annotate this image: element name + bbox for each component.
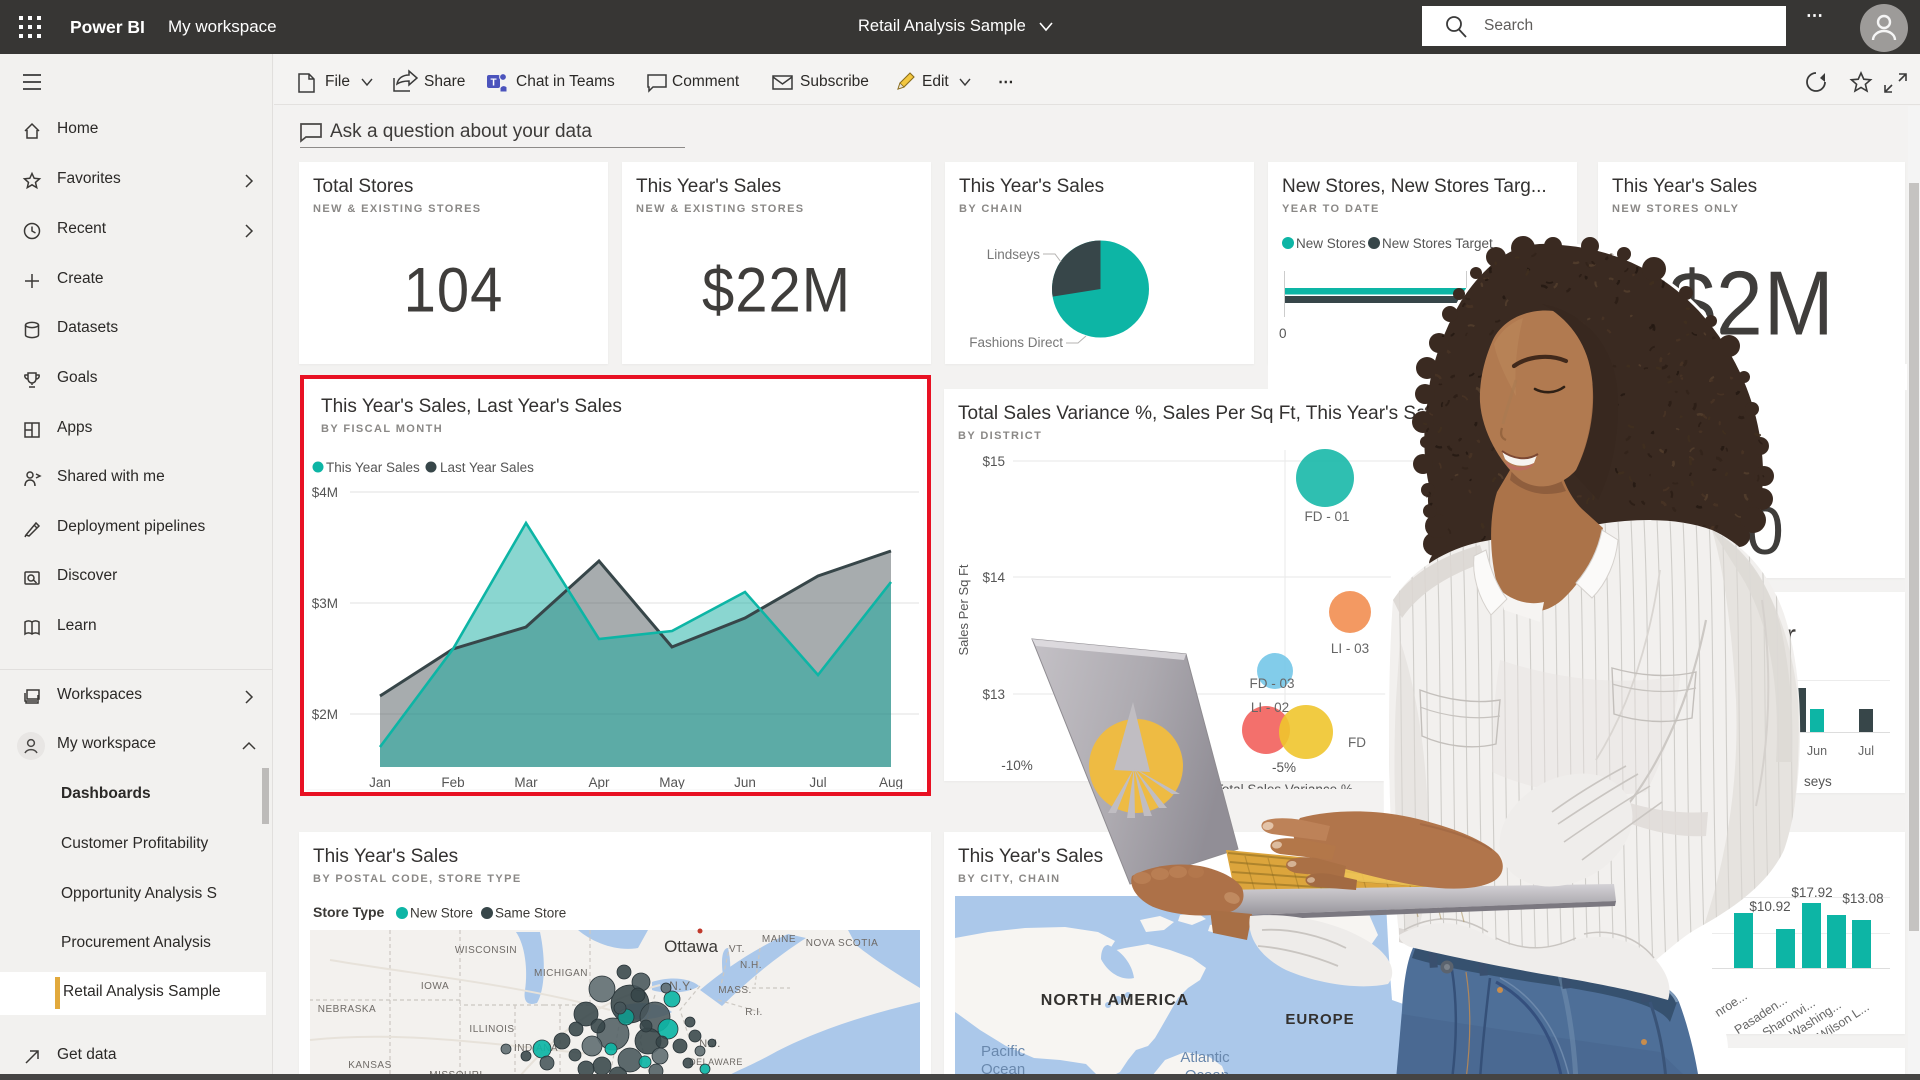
svg-text:$13: $13 <box>982 687 1005 702</box>
svg-text:MAINE: MAINE <box>762 934 796 945</box>
svg-text:N.H.: N.H. <box>740 960 762 971</box>
svg-text:VT.: VT. <box>729 944 745 955</box>
svg-text:Jul: Jul <box>1858 744 1874 758</box>
svg-text:MASS.: MASS. <box>718 985 752 996</box>
svg-text:$10.92: $10.92 <box>1749 899 1790 914</box>
svg-text:DELAWARE: DELAWARE <box>689 1057 743 1067</box>
svg-text:T: T <box>490 78 496 89</box>
svg-text:Fashions Direct: Fashions Direct <box>969 335 1063 350</box>
svg-text:$2M: $2M <box>312 707 338 722</box>
svg-text:0: 0 <box>1279 326 1287 341</box>
svg-text:Total Sales Variance %: Total Sales Variance % <box>1215 782 1353 789</box>
svg-text:Jan: Jan <box>369 775 391 789</box>
svg-text:$4M: $4M <box>312 485 338 500</box>
svg-text:ILLINOIS: ILLINOIS <box>469 1024 514 1035</box>
svg-text:r: r <box>1786 619 1796 652</box>
svg-text:IOWA: IOWA <box>421 981 449 992</box>
svg-text:Apr: Apr <box>588 775 610 789</box>
svg-text:-10%: -10% <box>1001 758 1033 773</box>
svg-text:-5%: -5% <box>1272 760 1296 775</box>
svg-text:Pacific: Pacific <box>981 1043 1026 1060</box>
svg-text:FD - 03: FD - 03 <box>1249 676 1294 691</box>
svg-text:WISCONSIN: WISCONSIN <box>455 945 517 956</box>
svg-text:Last Year Sales: Last Year Sales <box>440 460 534 475</box>
svg-text:Mar: Mar <box>514 775 538 789</box>
svg-text:New Stores Target: New Stores Target <box>1382 236 1493 251</box>
svg-text:Jun: Jun <box>734 775 756 789</box>
svg-text:NORTH AMERICA: NORTH AMERICA <box>1041 992 1189 1009</box>
svg-text:KANSAS: KANSAS <box>348 1060 392 1071</box>
svg-text:Same Store: Same Store <box>495 906 566 920</box>
svg-text:seys: seys <box>1804 774 1832 789</box>
svg-text:This Year Sales: This Year Sales <box>326 460 420 475</box>
svg-text:LI - 03: LI - 03 <box>1331 641 1369 656</box>
svg-text:FD: FD <box>1348 735 1366 750</box>
svg-text:LI - 02: LI - 02 <box>1251 700 1289 715</box>
svg-text:Aug: Aug <box>879 775 903 789</box>
svg-text:EUROPE: EUROPE <box>1285 1011 1354 1028</box>
svg-text:Jun: Jun <box>1807 744 1827 758</box>
svg-text:Ocean: Ocean <box>981 1061 1025 1078</box>
svg-text:R.I.: R.I. <box>745 1007 763 1018</box>
svg-text:FD - 01: FD - 01 <box>1304 509 1349 524</box>
svg-text:Ottawa: Ottawa <box>664 937 718 956</box>
svg-text:NOVA SCOTIA: NOVA SCOTIA <box>806 938 879 949</box>
svg-text:Atlantic: Atlantic <box>1180 1049 1230 1066</box>
svg-text:New Store: New Store <box>410 906 473 920</box>
svg-text:$17.92: $17.92 <box>1791 885 1832 900</box>
svg-text:$3M: $3M <box>312 596 338 611</box>
svg-text:New Stores: New Stores <box>1296 236 1366 251</box>
svg-text:Lindseys: Lindseys <box>987 247 1041 262</box>
svg-text:NEBRASKA: NEBRASKA <box>318 1004 376 1015</box>
svg-text:$14: $14 <box>982 570 1005 585</box>
svg-text:May: May <box>659 775 685 789</box>
svg-text:MICHIGAN: MICHIGAN <box>534 968 588 979</box>
svg-text:$15: $15 <box>982 454 1005 469</box>
svg-text:Sales Per Sq Ft: Sales Per Sq Ft <box>956 564 971 655</box>
svg-text:Jul: Jul <box>809 775 826 789</box>
svg-text:$13.08: $13.08 <box>1842 891 1883 906</box>
svg-text:N.Y.: N.Y. <box>669 979 693 993</box>
svg-text:Feb: Feb <box>441 775 464 789</box>
